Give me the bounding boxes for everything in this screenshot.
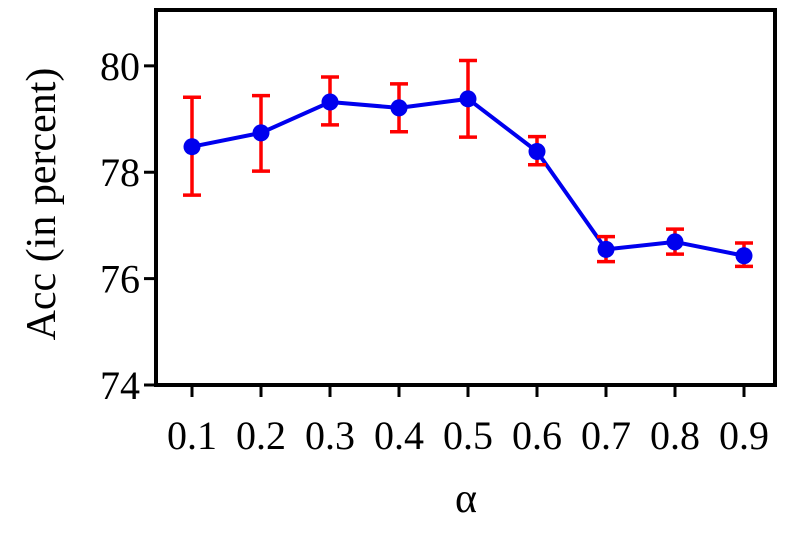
x-axis-ticks — [190, 385, 746, 397]
y-axis-tick-labels: 74 76 78 80 — [100, 44, 140, 408]
data-point — [252, 124, 270, 142]
y-axis-ticks — [144, 64, 156, 387]
series-0 — [183, 58, 753, 269]
y-tick-label: 76 — [100, 257, 140, 302]
x-tick-label: 0.3 — [305, 413, 355, 458]
data-point — [666, 233, 684, 251]
x-axis-tick-labels: 0.1 0.2 0.3 0.4 0.5 0.6 0.7 0.8 0.9 — [167, 413, 769, 458]
x-tick-label: 0.9 — [719, 413, 769, 458]
x-tick-label: 0.8 — [650, 413, 700, 458]
x-tick-label: 0.2 — [236, 413, 286, 458]
y-tick-label: 78 — [100, 150, 140, 195]
y-tick-label: 80 — [100, 44, 140, 89]
y-axis-label: Acc (in percent) — [19, 68, 65, 341]
plot-frame — [154, 8, 777, 387]
x-tick-label: 0.1 — [167, 413, 217, 458]
data-point — [528, 142, 546, 160]
series-layer — [183, 58, 753, 269]
data-point — [735, 247, 753, 265]
data-point — [183, 138, 201, 156]
x-tick-label: 0.4 — [374, 413, 424, 458]
data-point — [390, 99, 408, 117]
data-point — [321, 93, 339, 111]
data-point — [459, 90, 477, 108]
data-point — [597, 240, 615, 258]
y-tick-label: 74 — [100, 363, 140, 408]
x-tick-label: 0.7 — [581, 413, 631, 458]
x-tick-label: 0.5 — [443, 413, 493, 458]
x-tick-label: 0.6 — [512, 413, 562, 458]
x-axis-label: α — [455, 476, 477, 522]
